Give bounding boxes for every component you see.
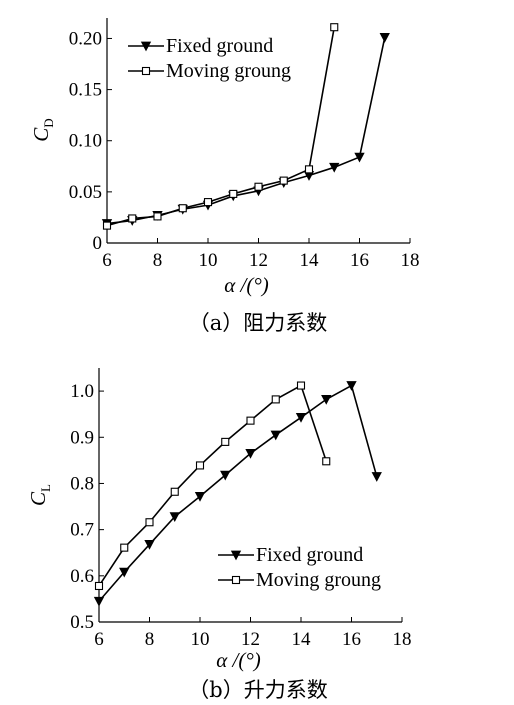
data-point bbox=[128, 214, 137, 223]
legend-label: Moving groung bbox=[256, 569, 381, 591]
data-point bbox=[321, 395, 332, 405]
data-point bbox=[304, 165, 314, 174]
data-point bbox=[229, 189, 238, 198]
y-tick-label: 0.8 bbox=[70, 473, 94, 494]
x-axis-title: α /(°) bbox=[224, 273, 269, 297]
legend-marker bbox=[231, 575, 241, 585]
data-point bbox=[254, 182, 263, 191]
x-tick-label: 14 bbox=[292, 629, 312, 650]
x-tick-label: 6 bbox=[102, 250, 112, 271]
x-tick-label: 12 bbox=[241, 629, 260, 650]
legend-marker bbox=[230, 550, 242, 561]
y-tick-label: 0.5 bbox=[70, 612, 94, 633]
data-point bbox=[371, 472, 382, 482]
panel-caption: （b）升力系数 bbox=[188, 678, 327, 702]
data-point bbox=[119, 567, 130, 578]
series-line bbox=[98, 384, 378, 602]
series-line bbox=[106, 27, 336, 227]
data-point bbox=[379, 33, 390, 43]
x-tick-label: 10 bbox=[191, 629, 210, 650]
data-point bbox=[246, 416, 255, 425]
data-point bbox=[94, 581, 104, 591]
data-point bbox=[271, 395, 280, 404]
y-axis-title: CL bbox=[26, 484, 53, 506]
data-point bbox=[145, 518, 154, 527]
legend-label: Moving groung bbox=[166, 60, 291, 82]
y-axis-title: CD bbox=[29, 118, 56, 141]
data-point bbox=[346, 381, 357, 391]
data-point bbox=[295, 413, 307, 423]
x-tick-label: 10 bbox=[199, 250, 218, 271]
legend-label: Fixed ground bbox=[166, 35, 273, 57]
data-point bbox=[330, 23, 339, 32]
data-point bbox=[170, 487, 179, 496]
legend: Fixed ground Moving groung bbox=[128, 35, 291, 82]
y-tick-label: 0.15 bbox=[69, 80, 102, 101]
data-point bbox=[93, 596, 105, 607]
data-point bbox=[120, 543, 129, 552]
x-tick-label: 18 bbox=[401, 250, 420, 271]
y-tick-label: 0.9 bbox=[70, 427, 94, 448]
data-point bbox=[296, 381, 306, 390]
data-point bbox=[322, 457, 331, 466]
y-tick-label: 0.20 bbox=[69, 28, 102, 49]
x-tick-label: 8 bbox=[145, 629, 155, 650]
data-point bbox=[270, 430, 281, 441]
data-point bbox=[102, 221, 112, 230]
x-tick-label: 16 bbox=[342, 629, 361, 650]
data-point bbox=[195, 461, 205, 470]
x-tick-label: 6 bbox=[94, 629, 104, 650]
x-tick-label: 12 bbox=[249, 250, 268, 271]
data-point bbox=[279, 176, 288, 185]
y-tick-label: 0.7 bbox=[70, 520, 94, 541]
series-moving-ground bbox=[102, 23, 339, 230]
series-fixed-ground bbox=[93, 381, 382, 607]
legend-marker bbox=[140, 41, 152, 52]
data-point bbox=[354, 152, 365, 163]
x-tick-label: 18 bbox=[393, 629, 412, 650]
y-axis-title-sub: L bbox=[38, 484, 53, 492]
legend: Fixed ground Moving groung bbox=[218, 544, 381, 591]
y-tick-label: 0 bbox=[93, 233, 103, 254]
data-point bbox=[194, 491, 206, 502]
legend-label: Fixed ground bbox=[256, 544, 363, 566]
x-tick-label: 14 bbox=[300, 250, 320, 271]
data-point bbox=[203, 198, 213, 207]
panel-caption: （a）阻力系数 bbox=[189, 311, 328, 335]
legend-marker bbox=[141, 66, 151, 76]
data-point bbox=[153, 212, 162, 221]
y-tick-label: 0.05 bbox=[69, 182, 102, 203]
data-point bbox=[245, 449, 256, 459]
series-line bbox=[98, 384, 328, 587]
y-axis-title-sub: D bbox=[41, 118, 56, 127]
y-tick-label: 0.10 bbox=[69, 131, 102, 152]
x-tick-label: 8 bbox=[153, 250, 163, 271]
data-point bbox=[144, 540, 155, 550]
y-axis-title-main: C bbox=[29, 127, 53, 142]
x-tick-label: 16 bbox=[350, 250, 369, 271]
y-axis-title-main: C bbox=[26, 491, 50, 506]
data-point bbox=[220, 470, 231, 481]
y-tick-label: 0.6 bbox=[70, 566, 94, 587]
series-moving-ground bbox=[94, 381, 331, 591]
data-point bbox=[178, 204, 187, 213]
x-axis-title: α /(°) bbox=[216, 648, 261, 672]
y-tick-label: 1.0 bbox=[70, 381, 94, 402]
data-point bbox=[169, 512, 180, 523]
data-point bbox=[221, 437, 230, 446]
data-point bbox=[329, 162, 340, 173]
